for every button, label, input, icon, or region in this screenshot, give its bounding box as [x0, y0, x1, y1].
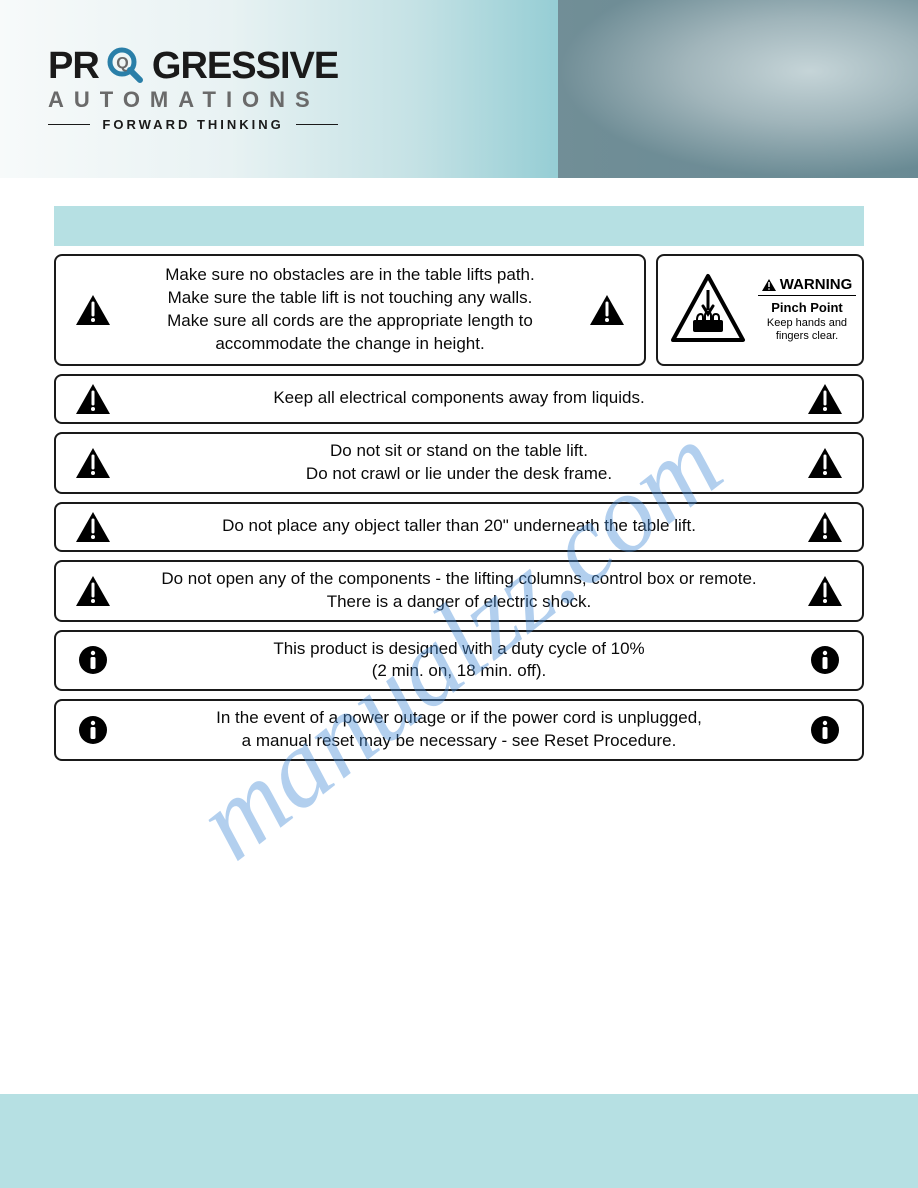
info-text: In the event of a power outage or if the…: [130, 707, 788, 753]
warning-row-1: Make sure no obstacles are in the table …: [54, 254, 864, 366]
warning-triangle-icon: [74, 510, 112, 544]
warning-triangle-icon: [806, 446, 844, 480]
logo-post: GRESSIVE: [152, 45, 338, 87]
warning-triangle-icon: [806, 574, 844, 608]
warning-line: This product is designed with a duty cyc…: [273, 639, 644, 658]
warning-line: Make sure no obstacles are in the table …: [165, 265, 534, 284]
warning-triangle-icon: [806, 382, 844, 416]
pinch-text: WARNING Pinch Point Keep hands and finge…: [758, 262, 856, 358]
warning-line: In the event of a power outage or if the…: [216, 708, 702, 727]
header-product-image: [558, 0, 918, 178]
logo-pre: PR: [48, 45, 99, 87]
warning-text: Make sure no obstacles are in the table …: [130, 264, 570, 356]
warning-triangle-icon: [74, 446, 112, 480]
warning-box: Do not place any object taller than 20" …: [54, 502, 864, 552]
warning-line: Do not place any object taller than 20" …: [222, 516, 696, 535]
warning-text: Do not place any object taller than 20" …: [130, 515, 788, 538]
warning-triangle-icon: [74, 293, 112, 327]
section-title-bar: [54, 206, 864, 246]
warning-triangle-icon: [74, 382, 112, 416]
warning-line: (2 min. on, 18 min. off).: [372, 661, 546, 680]
warning-line: Make sure all cords are the appropriate …: [167, 311, 533, 330]
logo-tagline-row: FORWARD THINKING: [48, 117, 338, 132]
warning-triangle-icon: [588, 293, 626, 327]
pinch-warning-label: WARNING: [758, 276, 856, 296]
info-circle-icon: [806, 645, 844, 675]
info-circle-icon: [74, 715, 112, 745]
svg-text:Q: Q: [117, 55, 129, 72]
warning-line: Make sure the table lift is not touching…: [168, 288, 533, 307]
warning-line: a manual reset may be necessary - see Re…: [242, 731, 677, 750]
pinch-point-box: WARNING Pinch Point Keep hands and finge…: [656, 254, 864, 366]
footer-bar: [0, 1094, 918, 1188]
logo-magnify: Q: [99, 45, 152, 87]
logo-main: PR Q GRESSIVE: [48, 46, 338, 85]
warning-text: Do not sit or stand on the table lift. Do…: [130, 440, 788, 486]
info-box: This product is designed with a duty cyc…: [54, 630, 864, 692]
tagline-line-left: [48, 124, 90, 125]
warning-line: Do not crawl or lie under the desk frame…: [306, 464, 612, 483]
warning-line: accommodate the change in height.: [215, 334, 484, 353]
header-banner: PR Q GRESSIVE AUTOMATIONS FORWARD THINKI…: [0, 0, 918, 178]
warning-text: Do not open any of the components - the …: [130, 568, 788, 614]
warning-box: Do not sit or stand on the table lift. Do…: [54, 432, 864, 494]
pinch-point-icon: [664, 262, 752, 358]
warning-box: Do not open any of the components - the …: [54, 560, 864, 622]
pinch-warning-text: WARNING: [780, 276, 853, 293]
warning-text: Keep all electrical components away from…: [130, 387, 788, 410]
warning-triangle-icon: [74, 574, 112, 608]
warning-triangle-icon: [806, 510, 844, 544]
info-text: This product is designed with a duty cyc…: [130, 638, 788, 684]
warning-box: Make sure no obstacles are in the table …: [54, 254, 646, 366]
tagline-line-right: [296, 124, 338, 125]
info-circle-icon: [74, 645, 112, 675]
logo: PR Q GRESSIVE AUTOMATIONS FORWARD THINKI…: [48, 46, 338, 132]
info-circle-icon: [806, 715, 844, 745]
logo-sub: AUTOMATIONS: [48, 87, 338, 113]
warning-line: Keep all electrical components away from…: [273, 388, 644, 407]
logo-tagline: FORWARD THINKING: [102, 117, 283, 132]
pinch-title: Pinch Point: [771, 300, 843, 315]
warning-box: Keep all electrical components away from…: [54, 374, 864, 424]
info-box: In the event of a power outage or if the…: [54, 699, 864, 761]
content-area: Make sure no obstacles are in the table …: [0, 178, 918, 761]
warning-line: There is a danger of electric shock.: [327, 592, 592, 611]
warning-line: Do not open any of the components - the …: [161, 569, 756, 588]
pinch-sub: Keep hands and fingers clear.: [758, 317, 856, 343]
warning-line: Do not sit or stand on the table lift.: [330, 441, 588, 460]
